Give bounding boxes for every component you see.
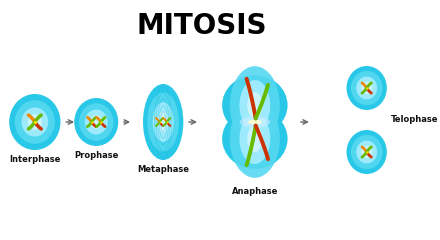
Ellipse shape	[347, 130, 387, 174]
Ellipse shape	[247, 92, 263, 118]
Ellipse shape	[351, 135, 382, 169]
Ellipse shape	[239, 117, 270, 127]
Ellipse shape	[351, 71, 382, 105]
Ellipse shape	[347, 66, 387, 110]
Ellipse shape	[74, 98, 118, 146]
Ellipse shape	[222, 75, 288, 135]
Ellipse shape	[15, 100, 55, 144]
Ellipse shape	[361, 82, 372, 94]
Text: Prophase: Prophase	[74, 151, 118, 160]
Text: MITOSIS: MITOSIS	[136, 12, 267, 40]
Ellipse shape	[28, 114, 42, 130]
Ellipse shape	[153, 102, 174, 142]
Text: Metaphase: Metaphase	[137, 165, 189, 174]
Ellipse shape	[22, 108, 48, 137]
Ellipse shape	[230, 100, 280, 178]
Ellipse shape	[79, 103, 114, 141]
Ellipse shape	[247, 126, 263, 152]
Ellipse shape	[158, 111, 169, 133]
Ellipse shape	[85, 109, 108, 134]
Text: Telophase: Telophase	[391, 115, 438, 125]
Ellipse shape	[248, 120, 262, 124]
Ellipse shape	[356, 141, 377, 163]
Ellipse shape	[90, 115, 103, 129]
Text: Anaphase: Anaphase	[231, 187, 278, 196]
Ellipse shape	[361, 146, 372, 158]
Ellipse shape	[356, 77, 377, 99]
Ellipse shape	[143, 84, 183, 160]
Ellipse shape	[239, 80, 270, 130]
Ellipse shape	[222, 109, 288, 169]
Ellipse shape	[230, 66, 280, 144]
Ellipse shape	[239, 114, 270, 164]
Ellipse shape	[9, 94, 61, 150]
Text: Interphase: Interphase	[9, 155, 61, 164]
Ellipse shape	[147, 92, 179, 152]
